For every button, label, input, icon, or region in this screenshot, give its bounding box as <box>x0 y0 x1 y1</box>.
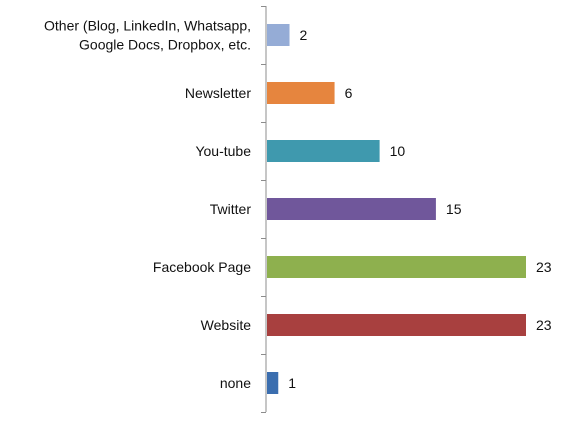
category-label-line: Facebook Page <box>153 259 251 275</box>
category-label: none <box>220 375 251 391</box>
data-label: 1 <box>288 375 296 391</box>
data-label: 23 <box>536 259 552 275</box>
category-label: Website <box>201 317 252 333</box>
labels-layer: 2 Other (Blog, LinkedIn, Whatsapp, Google … <box>44 18 552 392</box>
category-label-line: none <box>220 375 251 391</box>
data-label: 6 <box>345 85 353 101</box>
category-label-line: Twitter <box>210 201 252 217</box>
bar <box>267 198 436 220</box>
category-label: Other (Blog, LinkedIn, Whatsapp, Google D… <box>44 18 251 53</box>
category-label-line: Other (Blog, LinkedIn, Whatsapp, <box>44 18 251 34</box>
bar <box>267 82 335 104</box>
category-label-line: You-tube <box>195 143 251 159</box>
bar <box>267 140 380 162</box>
bar <box>267 256 526 278</box>
axis-layer <box>261 6 267 413</box>
category-label-line: Website <box>201 317 252 333</box>
category-label: Newsletter <box>185 85 251 101</box>
data-label: 15 <box>446 201 462 217</box>
data-label: 2 <box>300 27 308 43</box>
bar <box>267 372 279 394</box>
data-label: 10 <box>390 143 406 159</box>
category-label: You-tube <box>195 143 251 159</box>
bar <box>267 314 526 336</box>
category-label: Facebook Page <box>153 259 251 275</box>
category-label: Twitter <box>210 201 252 217</box>
bar <box>267 24 290 46</box>
category-label-line: Newsletter <box>185 85 251 101</box>
category-label-line: Google Docs, Dropbox, etc. <box>79 37 251 53</box>
bars-layer <box>267 24 526 394</box>
data-label: 23 <box>536 317 552 333</box>
